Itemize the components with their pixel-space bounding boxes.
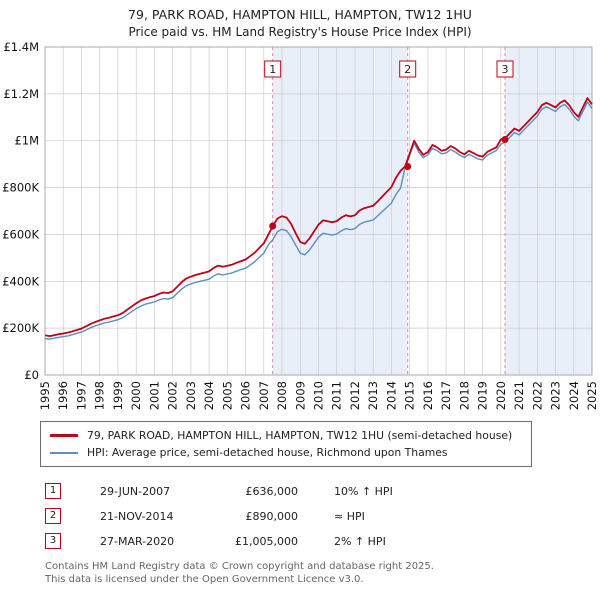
x-axis-tick-label: 2016: [421, 381, 435, 410]
transaction-number-badge: 3: [45, 533, 61, 549]
transactions-table: 1 29-JUN-2007 £636,000 10% ↑ HPI 2 21-NO…: [45, 483, 600, 549]
x-axis-tick-label: 1995: [38, 381, 52, 410]
price-history-chart: 1 2 3 £0 £200K £400K £600K £800K £1M £1.2M £1.4M 19…: [2, 40, 599, 410]
x-axis-tick-label: 2001: [147, 381, 161, 410]
sale-marker-number: 3: [502, 63, 509, 76]
sale-point: [404, 163, 412, 170]
page-title: 79, PARK ROAD, HAMPTON HILL, HAMPTON, TW…: [128, 7, 472, 22]
y-axis-tick-label: £200K: [2, 321, 39, 335]
x-axis-tick-label: 2000: [129, 381, 143, 410]
sale-point: [269, 222, 277, 230]
transaction-number-badge: 1: [45, 483, 61, 499]
x-axis-tick-label: 1998: [93, 381, 107, 410]
x-axis-tick-label: 2002: [166, 381, 180, 410]
chart-legend: 79, PARK ROAD, HAMPTON HILL, HAMPTON, TW…: [40, 421, 532, 467]
x-axis-tick-label: 1997: [75, 381, 89, 410]
x-axis-tick-label: 2003: [184, 381, 198, 410]
x-axis-tick-label: 2015: [403, 381, 417, 410]
transaction-hpi-note: 2% ↑ HPI: [334, 534, 386, 548]
x-axis-tick-label: 1996: [56, 381, 70, 410]
x-axis-tick-label: 2020: [494, 381, 508, 410]
license-line-1: Contains HM Land Registry data © Crown c…: [45, 561, 434, 572]
x-axis-tick-label: 2006: [239, 381, 253, 410]
x-axis-tick-label: 2025: [585, 381, 599, 410]
chart-header: 79, PARK ROAD, HAMPTON HILL, HAMPTON, TW…: [0, 0, 600, 39]
price-paid-line: [44, 97, 593, 338]
license-footer: Contains HM Land Registry data © Crown c…: [45, 561, 600, 586]
transaction-row-3: 3 27-MAR-2020 £1,005,000 2% ↑ HPI: [45, 533, 600, 549]
page-subtitle: Price paid vs. HM Land Registry's House …: [128, 25, 472, 39]
hpi-line-swatch: [50, 451, 78, 454]
transaction-price: £890,000: [245, 509, 299, 523]
y-axis-tick-label: £400K: [2, 274, 39, 288]
x-axis-tick-label: 2007: [257, 381, 271, 410]
transaction-price: £636,000: [245, 484, 299, 498]
legend-row-price-paid: 79, PARK ROAD, HAMPTON HILL, HAMPTON, TW…: [50, 427, 522, 444]
legend-label-price-paid: 79, PARK ROAD, HAMPTON HILL, HAMPTON, TW…: [87, 429, 513, 442]
y-axis-tick-label: £800K: [2, 181, 39, 195]
y-axis-tick-label: £1.4M: [3, 40, 39, 54]
x-axis-tick-label: 2019: [476, 381, 490, 410]
x-axis-tick-label: 2023: [549, 381, 563, 410]
x-axis-tick-label: 2022: [530, 381, 544, 410]
sale-marker-box: [264, 60, 282, 78]
x-axis-tick-label: 2014: [384, 381, 398, 410]
sale-marker-box: [496, 60, 514, 78]
x-axis-tick-label: 2010: [312, 381, 326, 410]
x-axis-tick-label: 2012: [348, 381, 362, 410]
x-axis-tick-label: 2004: [202, 381, 216, 410]
legend-label-hpi: HPI: Average price, semi-detached house,…: [87, 446, 448, 459]
x-axis-tick-label: 2024: [567, 381, 581, 410]
legend-row-hpi: HPI: Average price, semi-detached house,…: [50, 444, 522, 461]
y-axis-tick-label: £1M: [14, 134, 39, 148]
ownership-shade: [505, 47, 592, 375]
x-axis-tick-label: 2008: [275, 381, 289, 410]
price-paid-line-swatch: [50, 434, 78, 437]
transaction-row-2: 2 21-NOV-2014 £890,000 ≈ HPI: [45, 508, 600, 524]
transaction-price: £1,005,000: [235, 534, 298, 548]
transaction-number-badge: 2: [45, 508, 61, 524]
transaction-date: 29-JUN-2007: [100, 484, 171, 498]
sale-marker-number: 1: [269, 63, 276, 76]
transaction-row-1: 1 29-JUN-2007 £636,000 10% ↑ HPI: [45, 483, 600, 499]
transaction-hpi-note: ≈ HPI: [334, 509, 365, 523]
x-axis-tick-label: 2018: [457, 381, 471, 410]
x-axis-tick-label: 2011: [330, 381, 344, 410]
transaction-date: 27-MAR-2020: [100, 534, 175, 548]
x-axis-tick-label: 2021: [512, 381, 526, 410]
transaction-hpi-note: 10% ↑ HPI: [334, 484, 393, 498]
ownership-shade: [272, 47, 408, 375]
y-axis-tick-label: £600K: [2, 227, 39, 241]
sale-marker-number: 2: [404, 63, 411, 76]
plot-border: [44, 46, 593, 376]
hpi-line: [44, 101, 593, 340]
license-line-2: This data is licensed under the Open Gov…: [45, 573, 364, 585]
y-axis-tick-label: £0: [24, 368, 39, 382]
sale-marker-box: [399, 60, 417, 78]
x-axis-tick-label: 2013: [366, 381, 380, 410]
x-axis-tick-label: 2009: [293, 381, 307, 410]
x-axis-tick-label: 2017: [439, 381, 453, 410]
transaction-date: 21-NOV-2014: [100, 509, 174, 523]
sale-point: [501, 136, 509, 143]
x-axis-tick-label: 2005: [220, 381, 234, 410]
x-axis-tick-label: 1999: [111, 381, 125, 410]
y-axis-tick-label: £1.2M: [3, 87, 39, 101]
